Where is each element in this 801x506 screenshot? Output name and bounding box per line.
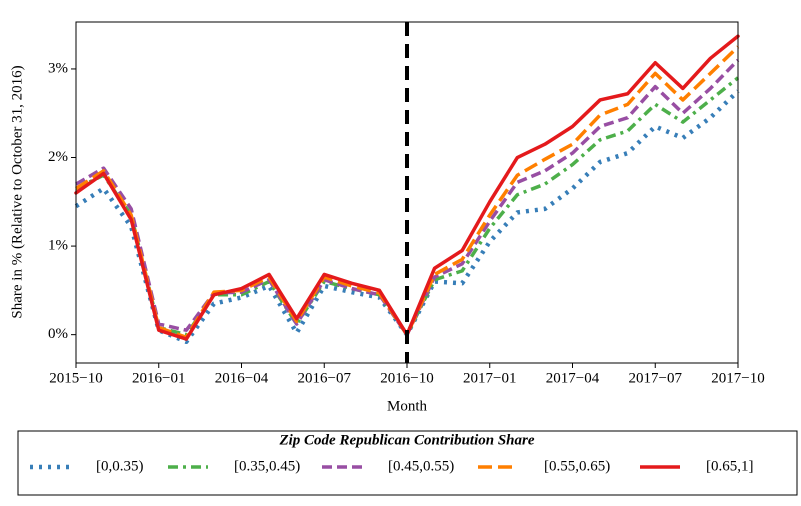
- plot-frame: [75, 21, 739, 364]
- series-line: [74, 89, 740, 344]
- legend-label: [0.45,0.55): [388, 458, 454, 474]
- x-tick-label: 2015−10: [49, 370, 102, 386]
- x-tick-label: 2016−07: [298, 370, 352, 386]
- x-axis-label: Month: [387, 398, 428, 414]
- legend-label: [0.35,0.45): [234, 458, 300, 474]
- x-tick-label: 2016−01: [132, 370, 185, 386]
- x-tick-label: 2016−10: [380, 370, 433, 386]
- y-tick-label: 1%: [48, 238, 68, 254]
- legend-label: [0,0.35): [96, 458, 144, 474]
- legend-title: Zip Code Republican Contribution Share: [278, 432, 534, 448]
- x-tick-label: 2017−07: [629, 370, 683, 386]
- legend-box: [17, 430, 798, 496]
- legend-label: [0.55,0.65): [544, 458, 610, 474]
- x-tick-label: 2017−01: [463, 370, 516, 386]
- y-tick-label: 3%: [48, 60, 68, 76]
- x-tick-label: 2016−04: [215, 370, 269, 386]
- y-tick-label: 2%: [48, 149, 68, 165]
- y-tick-label: 0%: [48, 326, 68, 342]
- x-tick-label: 2017−04: [546, 370, 600, 386]
- legend-label: [0.65,1]: [706, 458, 754, 474]
- x-tick-label: 2017−10: [711, 370, 764, 386]
- y-axis-label: Share in % (Relative to October 31, 2016…: [9, 65, 25, 318]
